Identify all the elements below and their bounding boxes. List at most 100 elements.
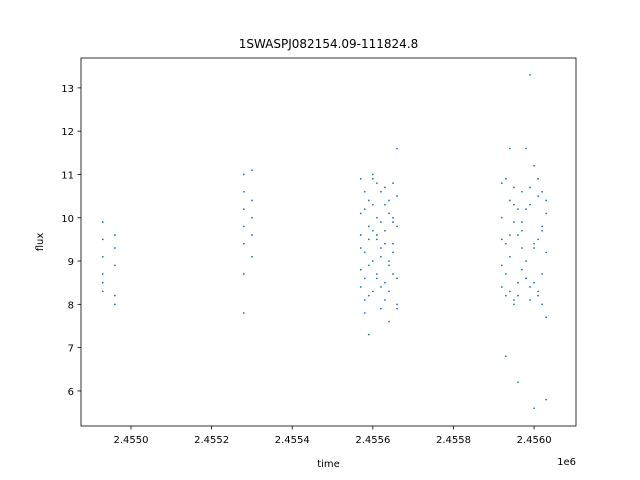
points [101,73,548,410]
point [384,229,386,232]
point [533,281,535,284]
point [513,221,515,223]
point [388,260,390,262]
point [533,242,535,245]
point [545,398,548,401]
point [517,208,519,210]
point [384,242,386,245]
point [545,316,548,319]
point [529,299,531,301]
point [396,147,398,150]
point [521,229,523,232]
point [396,307,398,310]
point [541,303,544,306]
x-tick-label: 2.4550 [113,435,148,446]
point [504,273,507,275]
point [396,225,398,228]
point [500,264,503,267]
point [371,260,374,262]
y-tick-label: 13 [61,84,74,95]
y-tick-label: 6 [68,387,74,398]
point [380,247,382,249]
point [380,307,382,310]
x-tick-label: 2.4554 [275,435,310,446]
point [396,277,398,280]
point [101,255,104,258]
point [384,281,386,284]
point [392,273,394,275]
point [500,238,503,241]
point [367,199,370,202]
point [101,273,104,275]
point [517,234,519,236]
point [242,208,245,210]
point [521,247,523,249]
y-tick-label: 7 [68,344,74,355]
point [513,299,515,301]
point [359,234,362,236]
point [242,273,245,275]
point [392,216,394,219]
point [363,251,366,254]
point [363,277,366,280]
point [529,286,531,288]
x-tick-label: 2.4560 [517,435,552,446]
point [392,182,394,185]
point [513,186,515,189]
point [242,312,245,314]
point [541,273,544,275]
point [371,203,374,206]
point [525,147,527,150]
point [375,277,378,280]
point [500,216,503,219]
point [529,73,531,76]
y-axis-label: flux [35,233,46,252]
point [113,303,116,306]
point [384,186,386,189]
point [380,190,382,193]
point [380,221,382,223]
point [101,290,104,293]
x-tick-label: 2.4556 [355,435,390,446]
point [242,190,245,193]
y-tick-label: 11 [61,170,74,181]
y-tick-label: 8 [68,300,74,311]
point [113,294,116,297]
point [359,247,362,249]
point [388,320,390,323]
point [508,147,511,150]
point [388,212,390,215]
point [371,229,374,232]
point [367,264,370,267]
point [251,234,253,236]
point [101,238,104,241]
point [388,199,390,202]
point [251,199,253,202]
point [375,234,378,236]
point [380,255,382,258]
point [363,190,366,193]
plot-frame [80,57,577,427]
point [513,303,515,306]
point [384,299,386,301]
point [367,333,370,336]
point [504,177,507,180]
point [517,294,519,297]
point [500,182,503,185]
point [521,221,523,223]
point [537,290,540,293]
point [101,281,104,284]
point [537,294,540,297]
point [375,238,378,241]
point [508,234,511,236]
x-tick-label: 2.4558 [436,435,471,446]
y-tick-label: 12 [61,127,74,138]
point [101,221,104,223]
point [113,234,116,236]
point [513,203,515,206]
point [392,221,394,223]
point [242,173,245,176]
y-tick-label: 9 [68,257,74,268]
point [388,290,390,293]
